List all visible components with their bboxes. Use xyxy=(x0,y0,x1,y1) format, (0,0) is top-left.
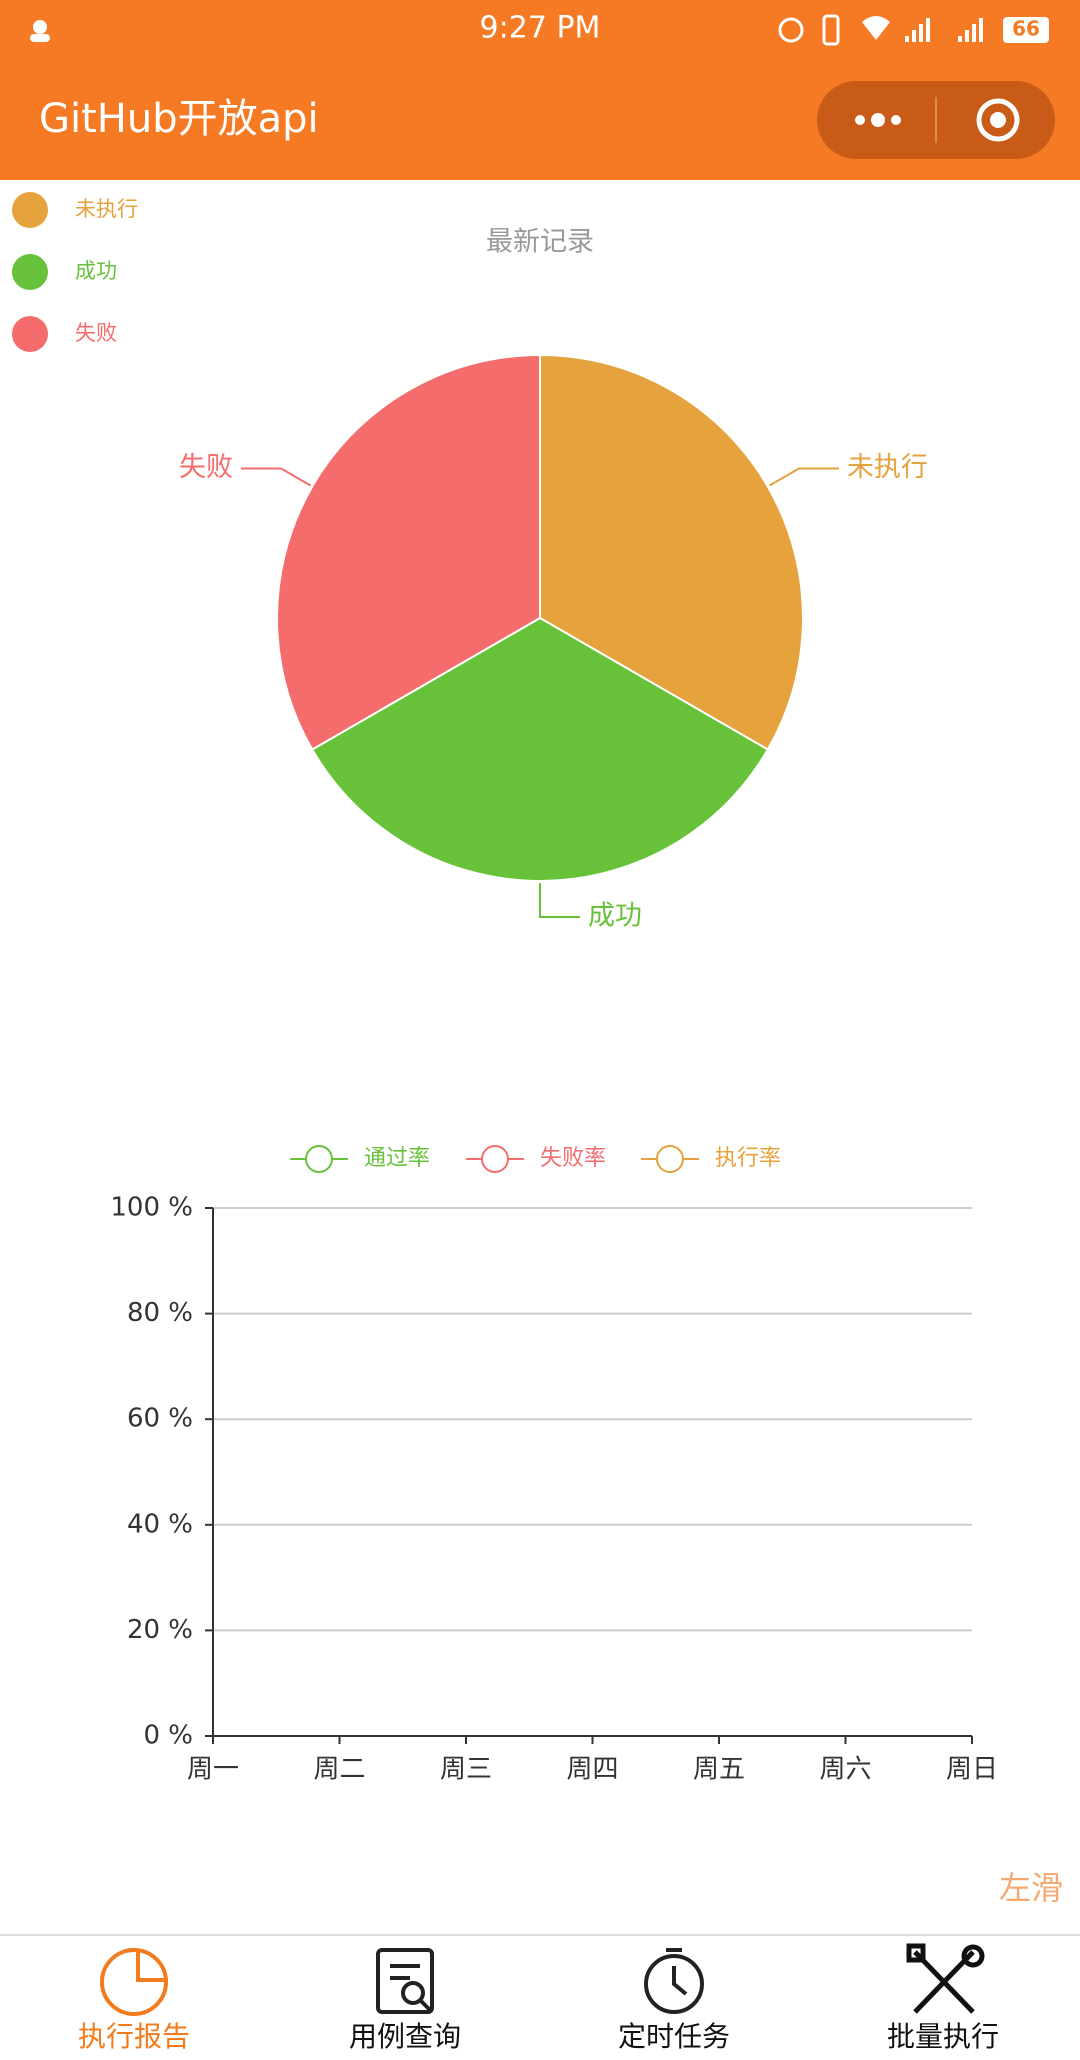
x-tick-label: 周三 xyxy=(440,1755,492,1785)
legend-label: 未执行 xyxy=(75,197,138,221)
slice-label: 成功 xyxy=(588,901,642,932)
legend-label: 执行率 xyxy=(715,1146,781,1171)
legend-marker xyxy=(481,1145,509,1173)
legend-marker xyxy=(305,1145,333,1173)
y-tick-label: 20 % xyxy=(127,1615,193,1645)
legend-swatch xyxy=(12,192,48,228)
tab-label[interactable]: 批量执行 xyxy=(887,2020,999,2053)
legend-marker xyxy=(656,1145,684,1173)
status-time: 9:27 PM xyxy=(480,11,601,46)
status-icons xyxy=(30,14,1049,46)
battery-level: 66 xyxy=(1012,17,1040,41)
y-tick-label: 100 % xyxy=(110,1193,193,1223)
legend-swatch xyxy=(12,254,48,290)
x-tick-label: 周二 xyxy=(313,1755,365,1785)
tab-label[interactable]: 用例查询 xyxy=(349,2020,461,2053)
app-title: GitHub开放api xyxy=(39,96,319,142)
tab-label[interactable]: 定时任务 xyxy=(618,2020,730,2053)
leader-line xyxy=(241,467,312,487)
x-tick-label: 周日 xyxy=(946,1755,998,1785)
x-tick-label: 周一 xyxy=(187,1755,239,1785)
pie-slice xyxy=(276,353,541,751)
tab-label[interactable]: 执行报告 xyxy=(78,2020,190,2053)
pie-slice xyxy=(539,353,804,751)
x-tick-label: 周六 xyxy=(819,1755,871,1785)
legend-label: 失败 xyxy=(75,321,117,345)
x-tick-label: 周五 xyxy=(693,1755,745,1785)
y-tick-label: 80 % xyxy=(127,1298,193,1328)
leader-line xyxy=(539,883,580,918)
tab-icon[interactable] xyxy=(376,1948,434,2014)
chart-title: 最新记录 xyxy=(486,227,594,258)
tab-icon[interactable] xyxy=(906,1943,985,2014)
y-tick-label: 0 % xyxy=(143,1721,193,1751)
legend-swatch xyxy=(12,316,48,352)
x-tick-label: 周四 xyxy=(566,1755,618,1785)
leader-line xyxy=(768,467,839,487)
legend-label: 成功 xyxy=(75,259,117,283)
legend-label: 通过率 xyxy=(364,1146,430,1171)
y-tick-label: 40 % xyxy=(127,1509,193,1539)
tab-icon[interactable] xyxy=(644,1948,704,2014)
slice-label: 未执行 xyxy=(847,452,928,483)
pie-slice xyxy=(310,616,770,882)
tab-icon[interactable] xyxy=(100,1948,168,2016)
legend-label: 失败率 xyxy=(540,1146,606,1171)
capsule-button[interactable] xyxy=(817,81,1055,159)
y-tick-label: 60 % xyxy=(127,1404,193,1434)
slice-label: 失败 xyxy=(179,452,233,483)
swipe-hint[interactable]: 左滑 xyxy=(999,1869,1063,1907)
